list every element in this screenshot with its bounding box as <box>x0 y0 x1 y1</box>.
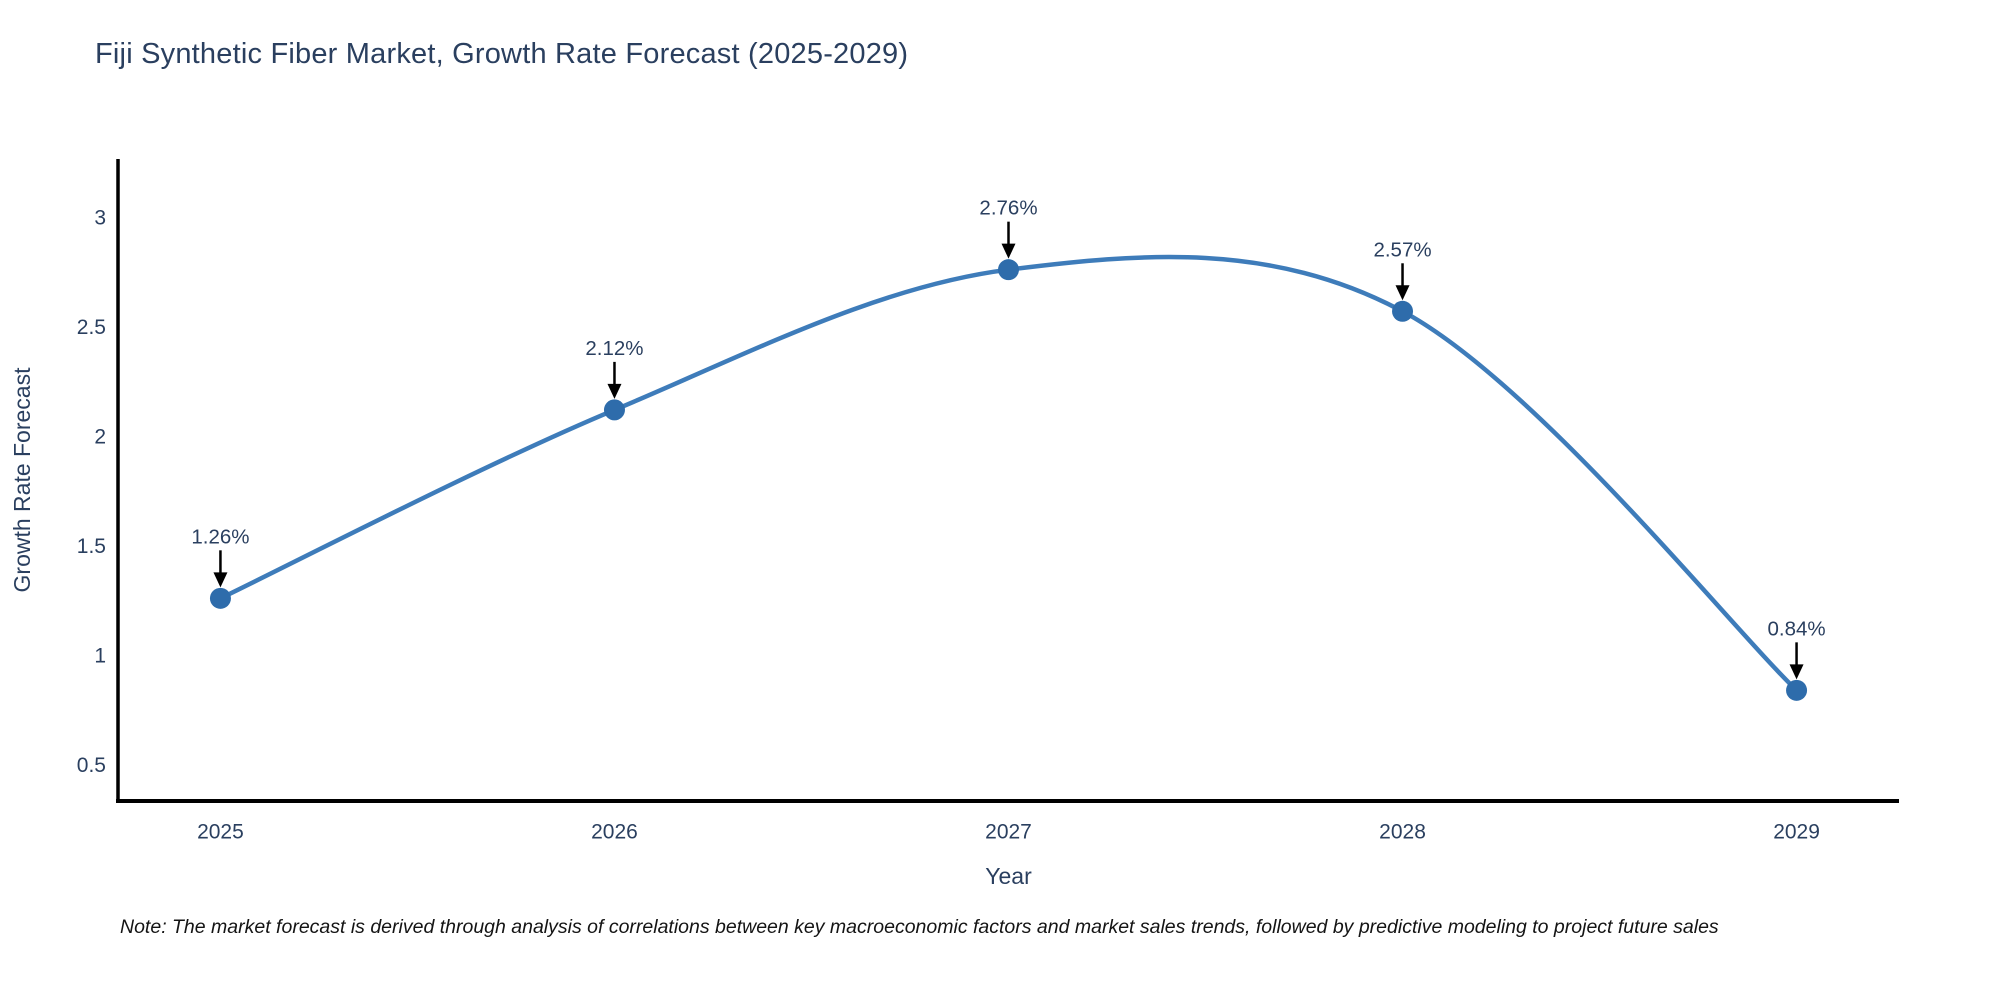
x-tick-label: 2025 <box>197 820 244 843</box>
y-tick-label: 1 <box>94 645 106 668</box>
data-point[interactable] <box>1392 300 1414 322</box>
x-tick-label: 2029 <box>1773 820 1820 843</box>
annotation-arrowhead-icon <box>1789 664 1804 680</box>
y-tick-label: 1.5 <box>77 535 106 558</box>
data-point[interactable] <box>209 587 231 609</box>
y-tick-label: 2 <box>94 426 106 449</box>
annotation-arrowhead-icon <box>1395 285 1410 301</box>
y-tick-label: 0.5 <box>77 754 106 777</box>
chart-title: Fiji Synthetic Fiber Market, Growth Rate… <box>95 38 909 70</box>
data-point[interactable] <box>1786 679 1808 701</box>
point-annotation: 2.57% <box>1373 238 1431 261</box>
annotation-arrowhead-icon <box>1001 243 1016 259</box>
chart-footnote: Note: The market forecast is derived thr… <box>120 916 1719 938</box>
point-annotation: 2.76% <box>979 197 1037 220</box>
annotation-arrowhead-icon <box>607 383 622 399</box>
trend-line <box>218 254 1799 693</box>
data-point[interactable] <box>998 259 1019 281</box>
x-tick-label: 2028 <box>1379 820 1426 843</box>
x-tick-label: 2027 <box>985 820 1032 843</box>
annotation-arrowhead-icon <box>213 572 228 588</box>
x-axis-title: Year <box>985 863 1032 889</box>
point-annotation: 1.26% <box>191 525 249 548</box>
point-annotation: 2.12% <box>585 337 643 360</box>
point-annotation: 0.84% <box>1767 617 1825 640</box>
y-axis-title: Growth Rate Forecast <box>9 367 35 593</box>
y-tick-label: 2.5 <box>77 316 106 339</box>
y-tick-label: 3 <box>94 206 106 229</box>
data-point[interactable] <box>603 399 625 421</box>
x-tick-label: 2026 <box>591 820 638 843</box>
